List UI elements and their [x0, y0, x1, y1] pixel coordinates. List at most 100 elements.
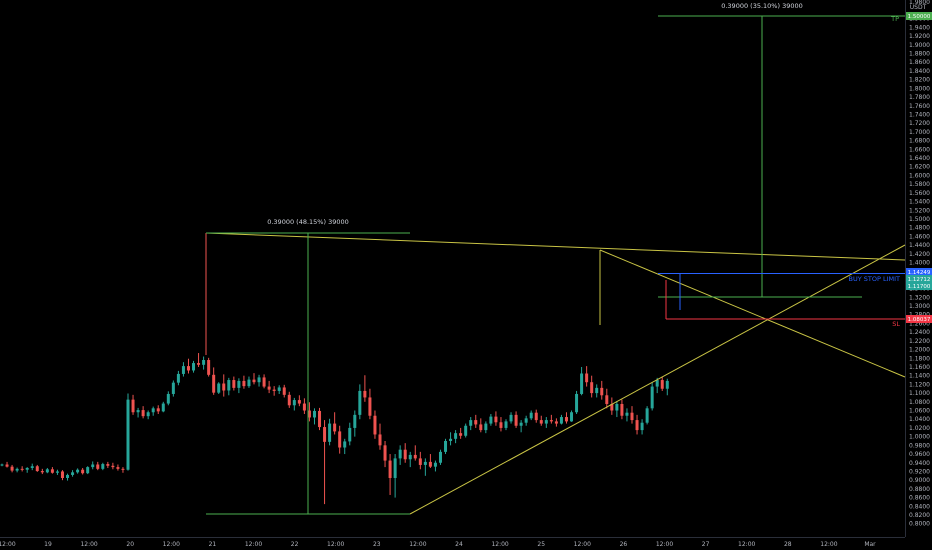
- candle-body: [50, 469, 54, 473]
- candle-body: [262, 377, 266, 387]
- time-tick-label: 27: [702, 541, 710, 548]
- candle-body: [630, 412, 634, 421]
- line-label-target: TP: [890, 15, 899, 23]
- time-tick-label: 25: [537, 541, 545, 548]
- candle-body: [418, 458, 422, 465]
- price-tick-label: 1.1800: [909, 355, 930, 362]
- time-tick-label: 12:00: [80, 541, 97, 548]
- channel-trendline: [599, 249, 906, 378]
- candle-body: [287, 394, 291, 406]
- candle-body: [655, 380, 659, 387]
- price-tick-label: 1.9800: [909, 0, 930, 6]
- candle-body: [101, 464, 105, 469]
- candle-body: [192, 363, 196, 371]
- candle-body: [403, 449, 407, 460]
- candle-body: [60, 471, 64, 478]
- price-tick-label: 0.8600: [909, 495, 930, 502]
- candle-body: [585, 373, 589, 383]
- price-tag-current: [906, 275, 932, 283]
- candle-body: [312, 410, 316, 418]
- candle-body: [393, 458, 397, 478]
- candle-body: [610, 403, 614, 411]
- candle-body: [338, 431, 342, 448]
- candle-body: [106, 464, 110, 466]
- time-tick-label: 23: [373, 541, 381, 548]
- candle-body: [509, 414, 513, 422]
- candle-body: [131, 399, 135, 413]
- time-tick-label: 12:00: [409, 541, 426, 548]
- candle-body: [539, 420, 543, 424]
- candle-body: [368, 397, 372, 416]
- price-tick-label: 1.8400: [909, 68, 930, 75]
- time-tick-label: 28: [784, 541, 792, 548]
- price-tick-label: 1.1600: [909, 364, 930, 371]
- price-tick-label: 0.8200: [909, 512, 930, 519]
- candle-body: [227, 380, 231, 391]
- candle-body: [171, 382, 175, 394]
- candle-body: [91, 464, 95, 468]
- candle-body: [504, 421, 508, 428]
- candle-body: [5, 464, 9, 467]
- candle-body: [413, 454, 417, 459]
- candle-body: [121, 468, 125, 470]
- candle-body: [514, 414, 518, 426]
- candle-body: [564, 417, 568, 422]
- drawings: 0.39000 (48.15%) 39000 0.39000 (35.10%) 3…: [205, 2, 906, 515]
- time-tick-label: 12:00: [491, 541, 508, 548]
- price-axis[interactable]: USDT1.98001.96001.94001.92001.90001.8800…: [909, 0, 930, 528]
- candle-body: [353, 414, 357, 428]
- time-axis[interactable]: 12:00 19 12:00 20 12:00 21 12:00 22 12:00 23 12:00…: [0, 541, 876, 548]
- candle-body: [186, 366, 190, 371]
- candle-body: [86, 467, 90, 474]
- price-tick-label: 1.5200: [909, 207, 930, 214]
- candle-body: [575, 393, 579, 413]
- price-tick-label: 1.8800: [909, 51, 930, 58]
- time-tick-label: 12:00: [163, 541, 180, 548]
- candle-body: [549, 420, 553, 422]
- price-tick-label: 1.0600: [909, 408, 930, 415]
- candle-body: [524, 418, 528, 423]
- price-tick-label: 0.9600: [909, 451, 930, 458]
- price-tick-label: 1.7200: [909, 120, 930, 127]
- candle-body: [126, 399, 130, 470]
- candle-body: [282, 387, 286, 395]
- price-tick-label: 1.7800: [909, 94, 930, 101]
- time-tick-label: 12:00: [327, 541, 344, 548]
- price-tick-label: 1.3000: [909, 303, 930, 310]
- price-tick-label: 1.2600: [909, 320, 930, 327]
- time-tick-label: 12:00: [574, 541, 591, 548]
- candle-body: [665, 380, 669, 389]
- candle-body: [479, 424, 483, 431]
- candle-body: [96, 464, 100, 469]
- price-tick-label: 1.9000: [909, 42, 930, 49]
- candle-body: [474, 420, 478, 425]
- candle-body: [559, 417, 563, 424]
- price-tick-label: 0.8400: [909, 503, 930, 510]
- candle-body: [116, 467, 120, 469]
- price-tick-label: 1.8600: [909, 59, 930, 66]
- candle-body: [363, 390, 367, 398]
- price-tag-text-stop-loss: 1.08037: [908, 317, 931, 323]
- price-tick-label: 1.5600: [909, 190, 930, 197]
- candle-body: [151, 408, 155, 413]
- price-tick-label: 1.4800: [909, 225, 930, 232]
- candle-body: [81, 469, 85, 474]
- candle-body: [25, 467, 29, 470]
- price-tick-label: 1.9200: [909, 33, 930, 40]
- candle-body: [156, 408, 160, 412]
- time-tick-label: 22: [291, 541, 299, 548]
- candle-body: [141, 410, 145, 417]
- candle-body: [277, 387, 281, 391]
- price-tick-label: 1.0200: [909, 425, 930, 432]
- time-tick-label: 12:00: [820, 541, 837, 548]
- price-tick-label: 1.1200: [909, 381, 930, 388]
- price-tag-buy-stop: [906, 268, 932, 276]
- candle-body: [161, 403, 165, 412]
- price-tick-label: 1.6400: [909, 155, 930, 162]
- candle-body: [237, 380, 241, 388]
- candle-body: [348, 427, 352, 442]
- candle-body: [615, 403, 619, 411]
- candle-body: [292, 400, 296, 406]
